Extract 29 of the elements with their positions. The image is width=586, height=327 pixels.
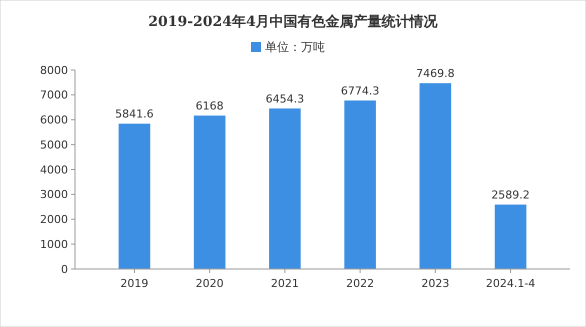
x-tick-label: 2020 [196, 277, 224, 290]
x-tick-label: 2019 [120, 277, 148, 290]
data-label: 5841.6 [115, 108, 154, 121]
y-tick-label: 1000 [40, 238, 68, 251]
bar [344, 100, 376, 269]
bar [194, 116, 226, 269]
data-label: 6774.3 [340, 84, 380, 98]
y-tick-label: 2000 [40, 213, 68, 226]
x-tick-label: 2022 [346, 277, 374, 290]
y-tick-label: 8000 [40, 64, 68, 77]
data-label: 6454.3 [266, 92, 304, 106]
bar [269, 108, 301, 269]
data-label: 2589.2 [491, 188, 530, 202]
data-label: 7469.8 [416, 67, 455, 80]
bar [420, 83, 452, 269]
x-tick-label: 2021 [270, 277, 299, 290]
y-tick-label: 5000 [40, 138, 68, 152]
chart-title: 2019-2024年4月中国有色金属产量统计情况 [148, 13, 439, 30]
bar [118, 124, 150, 269]
y-tick-label: 3000 [40, 188, 68, 202]
y-tick-label: 4000 [40, 163, 68, 176]
bar [494, 204, 526, 269]
y-tick-label: 0 [61, 262, 68, 276]
x-tick-label: 2023 [421, 277, 450, 290]
x-tick-label: 2024.1-4 [486, 277, 536, 290]
legend-label: 单位：万吨 [265, 40, 325, 54]
y-tick-label: 6000 [40, 114, 68, 127]
data-label: 6168 [196, 100, 224, 113]
y-tick-label: 7000 [40, 88, 68, 102]
